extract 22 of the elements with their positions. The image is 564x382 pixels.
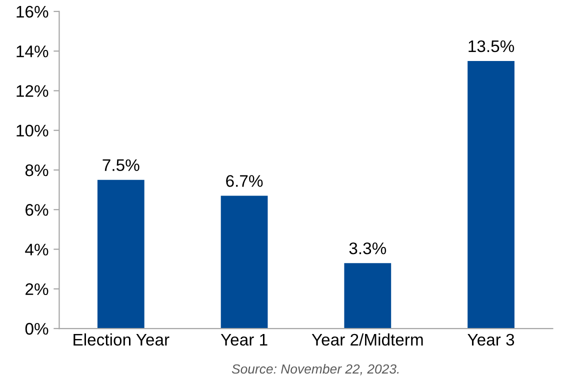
- y-tick-label: 4%: [25, 244, 48, 256]
- x-tick-label: Year 3: [468, 334, 514, 346]
- y-tick-label: 0%: [25, 322, 48, 335]
- y-tick-label: 2%: [26, 283, 48, 296]
- y-tick-label: 10%: [16, 124, 48, 137]
- source-note: Source: November 22, 2023.: [232, 364, 399, 376]
- x-tick-label: Election Year: [74, 333, 170, 346]
- bar: [344, 263, 392, 329]
- data-label: 13.5%: [468, 40, 514, 52]
- y-tick-label: 16%: [16, 6, 48, 18]
- data-label: 3.3%: [349, 242, 386, 254]
- y-tick-label: 8%: [25, 164, 48, 176]
- x-tick-label: Year 2/Midterm: [312, 333, 423, 346]
- data-label: 6.7%: [226, 175, 263, 187]
- x-tick-label: Year 1: [220, 334, 268, 346]
- y-tick-label: 14%: [16, 46, 48, 58]
- bar: [468, 61, 514, 329]
- bar: [97, 180, 144, 329]
- bar: [220, 196, 268, 329]
- y-tick-label: 6%: [26, 204, 48, 216]
- y-tick-label: 12%: [16, 85, 48, 97]
- data-label: 7.5%: [102, 159, 140, 172]
